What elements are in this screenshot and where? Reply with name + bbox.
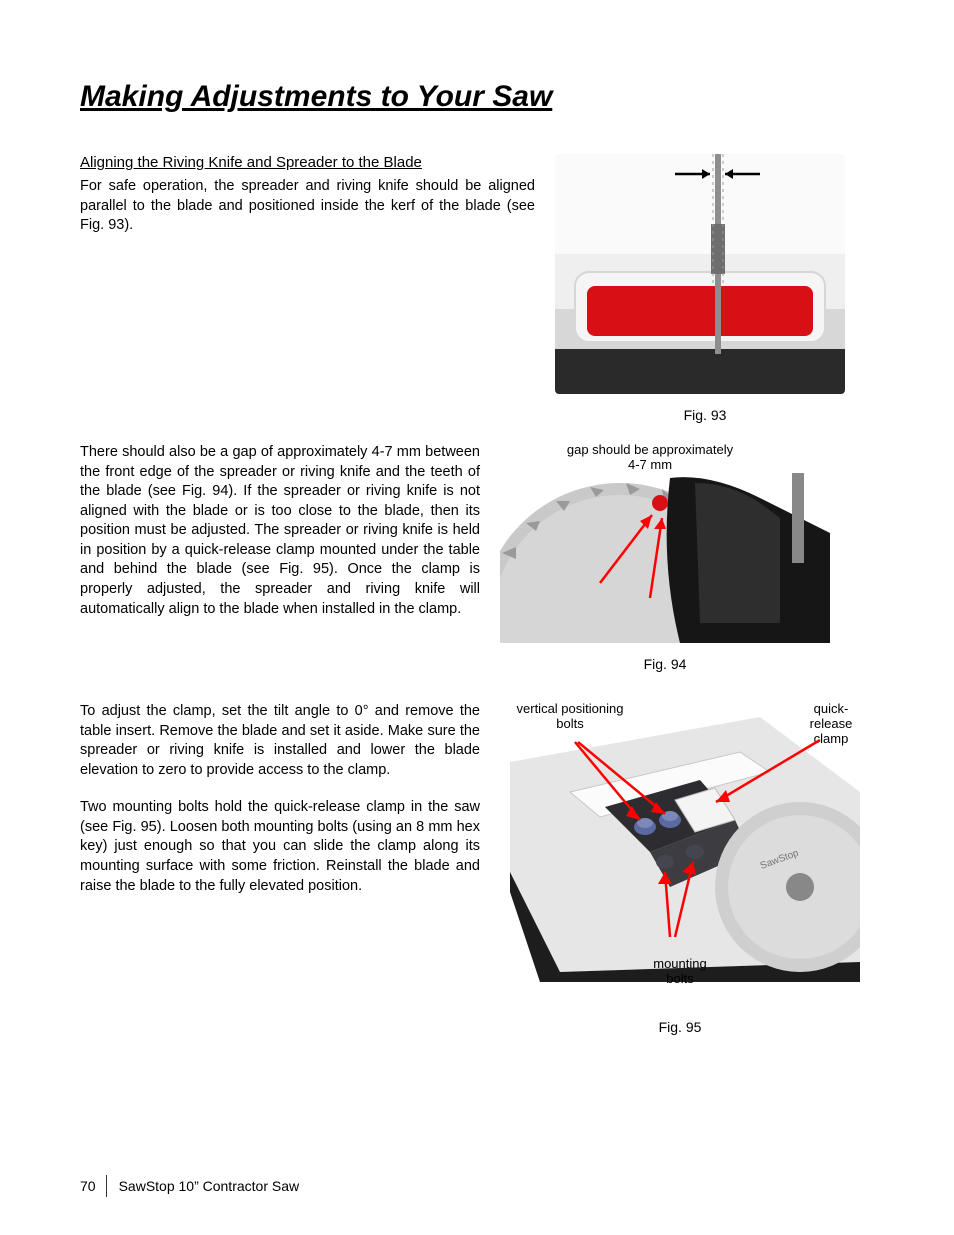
figure-93 (555, 154, 845, 394)
para-4: Two mounting bolts hold the quick-releas… (80, 798, 480, 896)
page-footer: 70 SawStop 10” Contractor Saw (80, 1175, 299, 1197)
figure-94 (500, 443, 830, 643)
fig94-caption: Fig. 94 (500, 656, 830, 672)
product-name: SawStop 10” Contractor Saw (119, 1178, 300, 1194)
footer-separator (106, 1175, 107, 1197)
page-title: Making Adjustments to Your Saw (80, 80, 884, 114)
para-1: For safe operation, the spreader and riv… (80, 177, 535, 236)
section-heading: Aligning the Riving Knife and Spreader t… (80, 154, 535, 171)
page-number: 70 (80, 1178, 96, 1194)
para-2: There should also be a gap of approximat… (80, 443, 480, 619)
fig95-caption: Fig. 95 (500, 1019, 860, 1035)
fig93-caption: Fig. 93 (555, 407, 855, 423)
para-3: To adjust the clamp, set the tilt angle … (80, 702, 480, 780)
figure-95: SawStop (500, 702, 860, 982)
label-mounting: mounting bolts (640, 957, 720, 987)
